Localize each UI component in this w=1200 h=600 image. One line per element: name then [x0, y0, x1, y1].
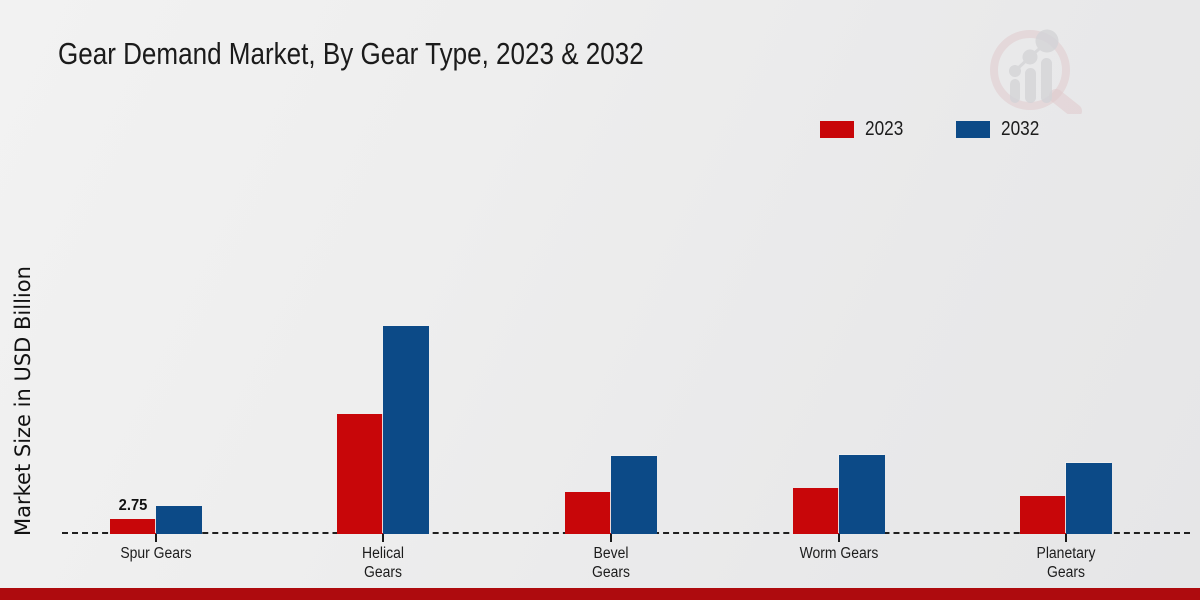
- plot-area: 2.75 Spur Gears Helical Gears Bevel Gears Wo…: [42, 114, 1180, 581]
- bar-2023-helical-gears: [337, 414, 384, 534]
- category-label: Bevel Gears: [591, 545, 630, 581]
- x-axis-tick: [154, 534, 157, 542]
- bar-2032-worm-gears: [838, 454, 885, 534]
- legend-item-2032: 2032: [955, 118, 1046, 141]
- bar-2023-worm-gears: [792, 488, 839, 534]
- legend-label-2023: 2023: [865, 118, 904, 140]
- x-axis-tick: [609, 534, 612, 542]
- category-group-planetary-gears: Planetary Gears: [952, 114, 1180, 581]
- x-axis-tick: [382, 534, 385, 542]
- bar-2032-helical-gears: [383, 326, 430, 534]
- bar-2032-planetary-gears: [1066, 463, 1113, 534]
- category-group-helical-gears: Helical Gears: [270, 114, 498, 581]
- bar-2023-bevel-gears: [564, 492, 611, 534]
- y-axis-label: Market Size in USD Billion: [11, 266, 35, 536]
- legend-label-2032: 2032: [1000, 118, 1039, 140]
- category-label: Planetary Gears: [1036, 545, 1096, 581]
- brand-watermark-icon: [990, 29, 1082, 114]
- bar-value-label: 2.75: [118, 497, 148, 514]
- x-axis-tick: [1065, 534, 1068, 542]
- chart-title: Gear Demand Market, By Gear Type, 2023 &…: [58, 36, 644, 71]
- footer-accent-bar: [0, 588, 1200, 600]
- x-axis-tick: [837, 534, 840, 542]
- legend-swatch-2032: [955, 121, 990, 138]
- category-group-worm-gears: Worm Gears: [725, 114, 953, 562]
- category-label: Helical Gears: [362, 545, 405, 581]
- category-group-bevel-gears: Bevel Gears: [497, 114, 725, 581]
- category-label: Spur Gears: [120, 545, 192, 562]
- legend-item-2023: 2023: [820, 118, 910, 141]
- category-group-spur-gears: 2.75 Spur Gears: [42, 114, 270, 562]
- bar-2023-spur-gears: 2.75: [109, 497, 156, 534]
- bar-2032-bevel-gears: [610, 456, 657, 534]
- bar-2032-spur-gears: [155, 506, 202, 534]
- legend-swatch-2023: [820, 121, 854, 138]
- bar-2023-planetary-gears: [1020, 495, 1067, 534]
- category-label: Worm Gears: [799, 545, 878, 562]
- legend: 2023 2032: [820, 118, 1045, 141]
